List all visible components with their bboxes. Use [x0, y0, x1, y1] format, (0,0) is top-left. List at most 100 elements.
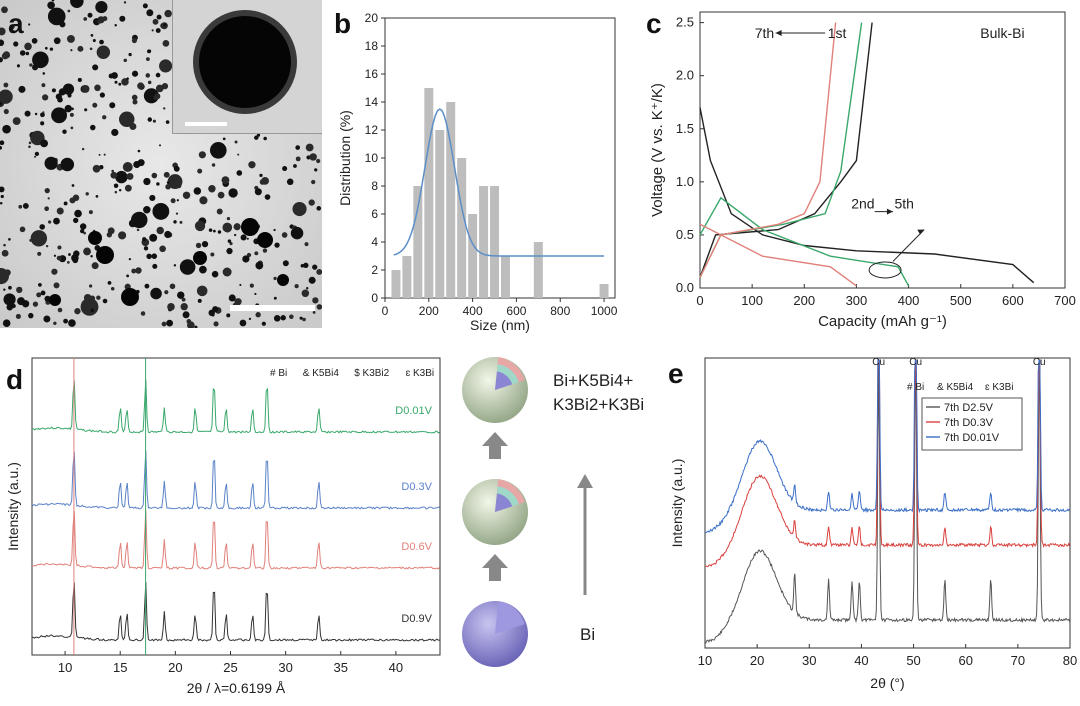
- nanoparticle: [28, 312, 34, 319]
- nanoparticle: [98, 153, 101, 156]
- nanoparticle: [110, 286, 115, 291]
- nanoparticle: [239, 319, 247, 327]
- nanoparticle: [274, 242, 280, 248]
- nanoparticle: [144, 283, 150, 289]
- trace-label: D0.9V: [401, 613, 432, 625]
- nanoparticle: [0, 140, 5, 146]
- nanoparticle: [131, 268, 137, 274]
- phase-schematic: Bi+K5Bi4+ K3Bi2+K3Bi Bi: [462, 357, 644, 667]
- nanoparticle: [6, 303, 14, 311]
- x-tick-label: 600: [1002, 293, 1024, 308]
- nanoparticle: [294, 284, 299, 289]
- nanoparticle: [211, 163, 216, 167]
- nanoparticle: [146, 57, 150, 62]
- y-tick-label: 20: [365, 11, 379, 25]
- nanoparticle: [316, 158, 321, 164]
- nanoparticle: [51, 268, 58, 275]
- nanoparticle: [234, 298, 242, 306]
- nanoparticle: [211, 270, 219, 278]
- nanoparticle: [83, 17, 88, 21]
- nanoparticle: [94, 84, 101, 92]
- x-tick-label: 300: [846, 293, 868, 308]
- nanoparticle: [142, 237, 147, 242]
- nanoparticle: [201, 240, 209, 248]
- legend-item: $ K3Bi2: [354, 368, 389, 379]
- nanoparticle: [16, 64, 20, 68]
- nanoparticle: [289, 314, 294, 319]
- nanoparticle: [236, 170, 243, 176]
- nanoparticle: [80, 297, 99, 316]
- nanoparticle: [56, 255, 62, 261]
- nanoparticle: [147, 80, 152, 85]
- nanoparticle: [133, 160, 141, 169]
- nanoparticle: [126, 77, 129, 80]
- nanoparticle: [3, 82, 9, 88]
- nanoparticle: [102, 115, 107, 120]
- nanoparticle: [0, 27, 6, 36]
- nanoparticle: [0, 89, 13, 104]
- nanoparticle: [314, 168, 318, 172]
- nanoparticle: [250, 165, 254, 169]
- nanoparticle: [3, 293, 16, 306]
- nanoparticle: [109, 102, 116, 109]
- x-tick-label: 30: [802, 653, 816, 668]
- nanoparticle: [212, 306, 219, 313]
- xrd-trace: [704, 360, 1070, 644]
- x-tick-label: 0: [382, 304, 389, 318]
- x-axis-label: Size (nm): [470, 317, 530, 333]
- nanoparticle: [51, 88, 56, 93]
- tem-image-panel: a: [0, 0, 322, 328]
- nanoparticle: [255, 312, 261, 318]
- nanoparticle: [99, 17, 104, 21]
- legend-item: & K5Bi4: [303, 368, 340, 379]
- nanoparticle: [131, 37, 137, 44]
- nanoparticle: [136, 228, 140, 232]
- nanoparticle: [132, 99, 138, 105]
- nanoparticle: [182, 311, 190, 319]
- nanoparticle: [311, 179, 316, 185]
- nanoparticle: [55, 93, 62, 100]
- layer-bi: [495, 371, 513, 390]
- plot-frame: [31, 357, 441, 656]
- nanoparticle: [89, 47, 93, 51]
- nanoparticle: [90, 124, 96, 131]
- legend-entry: 7th D0.3V: [944, 417, 994, 429]
- annotation-cycle-7th: 7th: [755, 25, 774, 41]
- nanoparticle: [90, 255, 93, 258]
- nanoparticle: [159, 59, 173, 73]
- nanoparticle: [34, 155, 37, 158]
- nanoparticle: [308, 276, 316, 284]
- nanoparticle: [114, 80, 118, 84]
- schematic-panel: Bi+K5Bi4+ K3Bi2+K3Bi Bi: [450, 350, 690, 701]
- nanoparticle: [42, 72, 46, 75]
- nanoparticle: [3, 288, 6, 291]
- composition-label: Bi+K5Bi4+: [553, 371, 633, 390]
- nanoparticle: [312, 264, 318, 270]
- nanoparticle: [92, 102, 98, 108]
- nanoparticle: [28, 145, 31, 149]
- nanoparticle: [254, 188, 262, 196]
- nanoparticle: [153, 94, 159, 100]
- nanoparticle: [281, 232, 288, 238]
- nanoparticle: [179, 220, 183, 224]
- trace-label: D0.01V: [395, 405, 432, 417]
- annotation-cycle-1st: 1st: [828, 25, 847, 41]
- nanoparticle: [316, 304, 322, 310]
- nanoparticle: [149, 194, 156, 201]
- voltage-profile-chart: 0.0 0.5 1.0 1.5 2.0 2.5 0 100 200 300 400 500 600 700…: [649, 11, 1076, 330]
- nanoparticle: [51, 0, 55, 2]
- y-tick-label: 1.0: [676, 174, 694, 189]
- nanoparticle: [2, 51, 11, 59]
- x-tick-label: 200: [793, 293, 815, 308]
- sphere-middle: [462, 479, 528, 545]
- nanoparticle: [66, 34, 75, 43]
- nanoparticle: [145, 73, 151, 78]
- annotation-cycle-2nd: 2nd: [851, 195, 874, 211]
- x-tick-label: 1000: [591, 304, 618, 318]
- nanoparticle: [273, 296, 277, 300]
- nanoparticle: [8, 285, 12, 290]
- nanoparticle: [89, 284, 93, 288]
- nanoparticle: [299, 316, 303, 320]
- xrd-trace: [704, 359, 1070, 568]
- panel-e: e 10 20 30 40 50 60 70 80 2θ (°) Intensity (a.u.)…: [660, 350, 1080, 701]
